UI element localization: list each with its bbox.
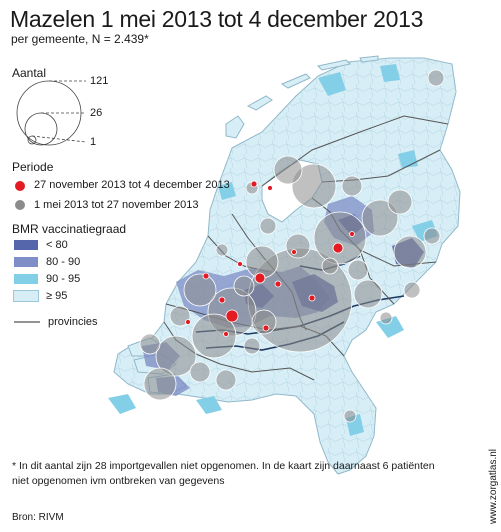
wadden-islands: [225, 55, 379, 139]
size-legend-heading: Aantal: [12, 66, 47, 80]
size-legend-value-min: 1: [90, 136, 97, 148]
period-earlier-dot: [15, 200, 25, 210]
map-title: Mazelen 1 mei 2013 tot 4 december 2013: [10, 6, 424, 32]
vaccination-swatch-90-95: [13, 273, 39, 285]
source-note: Bron: RIVM: [12, 512, 64, 523]
period-recent-label: 27 november 2013 tot 4 december 2013: [34, 179, 230, 191]
vaccination-label-lt80: < 80: [46, 239, 68, 251]
period-earlier-label: 1 mei 2013 tot 27 november 2013: [34, 199, 199, 211]
vaccination-legend-heading: BMR vaccinatiegraad: [12, 222, 127, 236]
size-legend-graphic: [16, 80, 87, 146]
provinces-legend-label: provincies: [48, 316, 98, 328]
vaccination-label-ge95: ≥ 95: [46, 290, 68, 302]
vaccination-swatch-80-90: [13, 256, 39, 268]
vaccination-swatch-lt80: [13, 239, 39, 251]
period-legend-heading: Periode: [12, 160, 54, 174]
footnote: * In dit aantal zijn 28 importgevallen n…: [12, 460, 435, 487]
size-legend-value-max: 121: [90, 75, 109, 87]
case-bubbles-recent: [185, 180, 355, 337]
case-bubbles-earlier: [139, 69, 445, 423]
period-recent-dot: [15, 181, 25, 191]
vaccination-swatch-ge95: [13, 290, 39, 302]
size-legend-value-mid: 26: [90, 107, 103, 119]
map-subtitle: per gemeente, N = 2.439*: [11, 32, 149, 46]
vaccination-label-80-90: 80 - 90: [46, 256, 81, 268]
website-credit: www.zorgatlas.nl: [488, 448, 499, 524]
vaccination-label-90-95: 90 - 95: [46, 273, 81, 285]
